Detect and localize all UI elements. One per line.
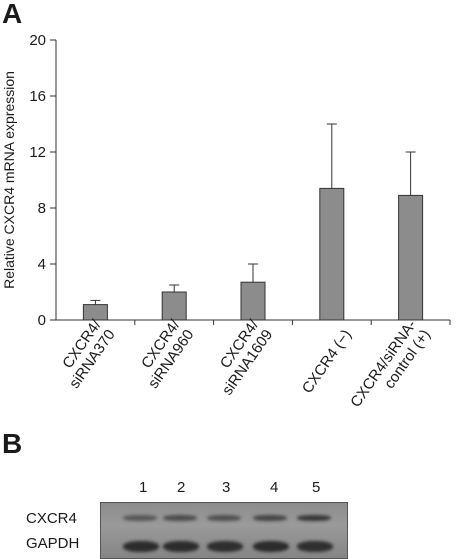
x-category-label-4: CXCR4 (−) [299, 327, 355, 397]
y-tick-label-4: 4 [38, 256, 46, 273]
gapdh-band-3 [207, 541, 243, 552]
cxcr4-band-1 [123, 515, 157, 521]
western-blot-image [100, 502, 348, 559]
x-category-label-2: CXCR4/siRNA960 [131, 316, 198, 391]
cxcr4-band-3 [207, 515, 241, 521]
y-tick-label-0: 0 [38, 312, 46, 329]
gapdh-band-2 [163, 541, 199, 552]
panel-a-letter: A [2, 0, 23, 29]
bar-1 [82, 304, 108, 321]
gapdh-band-4 [253, 541, 289, 552]
y-tick-label-16: 16 [29, 88, 46, 105]
lane-label-5: 5 [312, 479, 321, 496]
y-axis-label: Relative CXCR4 mRNA expression [1, 71, 17, 289]
x-category-label-3: CXCR4/siRNA1609 [205, 316, 277, 398]
lane-label-3: 3 [222, 479, 231, 496]
y-tick-label-20: 20 [29, 32, 46, 49]
x-category-label-1: CXCR4/siRNA370 [52, 316, 119, 391]
bar-chart: 0 4 8 12 16 20 Relative CXCR4 mRNA expression C… [1, 32, 451, 420]
bar-4 [319, 187, 345, 321]
row-label-gapdh: GAPDH [26, 535, 80, 552]
lane-label-1: 1 [139, 479, 148, 496]
lane-label-2: 2 [177, 479, 186, 496]
y-tick-label-8: 8 [38, 200, 46, 217]
gapdh-band-5 [297, 541, 333, 552]
bar-3 [240, 281, 266, 321]
bar-2 [161, 291, 187, 321]
gapdh-band-1 [123, 541, 159, 552]
lane-label-4: 4 [270, 479, 279, 496]
row-label-cxcr4: CXCR4 [26, 510, 77, 527]
panel-b-letter: B [2, 428, 23, 459]
x-category-label-5: CXCR4/siRNA-control (+) [347, 317, 434, 420]
cxcr4-band-2 [163, 515, 197, 521]
bar-5 [398, 194, 424, 321]
y-tick-label-12: 12 [29, 144, 46, 161]
cxcr4-band-4 [253, 515, 287, 521]
cxcr4-band-5 [297, 515, 331, 521]
